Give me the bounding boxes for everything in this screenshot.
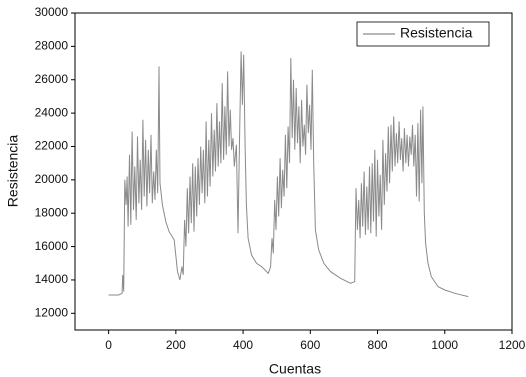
x-tick-label: 200 bbox=[166, 338, 186, 352]
y-tick-label: 20000 bbox=[35, 172, 69, 186]
y-tick-label: 28000 bbox=[35, 39, 69, 53]
y-tick-label: 30000 bbox=[35, 5, 69, 19]
legend-label: Resistencia bbox=[400, 25, 473, 41]
plot-frame bbox=[74, 12, 513, 331]
y-tick-label: 12000 bbox=[35, 305, 69, 319]
y-axis-label: Resistencia bbox=[5, 135, 21, 208]
x-tick-label: 1200 bbox=[499, 338, 526, 352]
y-tick-label: 16000 bbox=[35, 239, 69, 253]
x-tick-label: 0 bbox=[105, 338, 112, 352]
x-tick-label: 600 bbox=[300, 338, 320, 352]
data-line bbox=[108, 51, 469, 298]
y-tick-label: 24000 bbox=[35, 105, 69, 119]
y-tick-label: 18000 bbox=[35, 205, 69, 219]
x-tick-label: 800 bbox=[368, 338, 388, 352]
x-tick-label: 400 bbox=[233, 338, 253, 352]
y-tick-label: 14000 bbox=[35, 272, 69, 286]
x-tick-label: 1000 bbox=[431, 338, 458, 352]
x-axis-label: Cuentas bbox=[269, 361, 321, 377]
y-tick-label: 22000 bbox=[35, 139, 69, 153]
y-tick-label: 26000 bbox=[35, 72, 69, 86]
